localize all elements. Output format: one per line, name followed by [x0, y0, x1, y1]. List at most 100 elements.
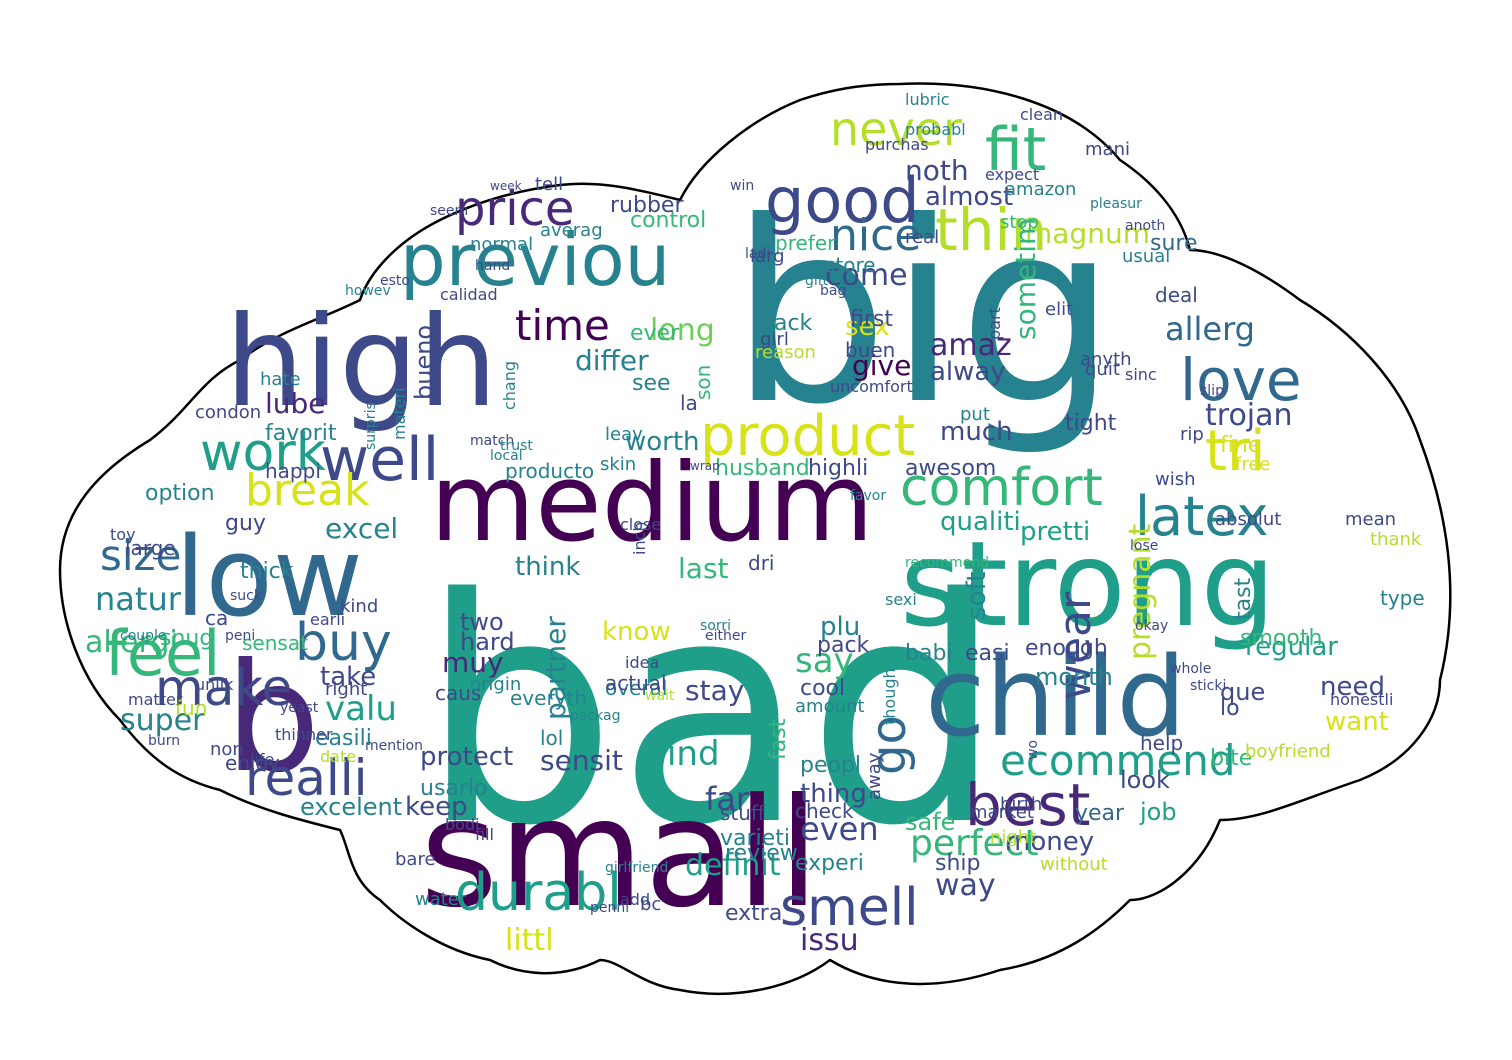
- cloud-word: child: [925, 633, 1186, 761]
- cloud-word: uncomfort: [830, 377, 913, 396]
- cloud-word: sexi: [885, 590, 917, 609]
- cloud-word: month: [1035, 663, 1113, 691]
- cloud-word: rip: [1180, 424, 1204, 445]
- cloud-word: b: [225, 632, 320, 806]
- cloud-word: chang: [500, 361, 519, 410]
- cloud-word: toy: [110, 525, 136, 544]
- cloud-word: esto: [380, 273, 410, 289]
- cloud-word: pack: [817, 633, 870, 658]
- cloud-word: right: [325, 679, 367, 700]
- cloud-word: store: [825, 253, 876, 277]
- cloud-word: smell: [780, 878, 919, 938]
- cloud-word: muy: [442, 646, 504, 679]
- cloud-word: seem: [430, 203, 468, 219]
- cloud-word: keep: [405, 792, 468, 822]
- cloud-word: happi: [265, 459, 321, 483]
- cloud-word: burn: [148, 733, 180, 749]
- cloud-word: realli: [245, 749, 368, 807]
- cloud-word: whole: [1170, 661, 1211, 677]
- cloud-word: sinc: [1125, 365, 1157, 384]
- cloud-word: extra: [725, 901, 782, 926]
- cloud-word: market: [970, 802, 1034, 823]
- cloud-word: love: [1180, 346, 1302, 414]
- cloud-word: elit: [1045, 299, 1073, 320]
- cloud-word: lol: [540, 726, 563, 750]
- cloud-word: pregnant: [1123, 523, 1158, 660]
- cloud-word: deal: [1155, 283, 1198, 307]
- cloud-word: option: [145, 481, 215, 506]
- cloud-word: year: [1075, 801, 1125, 826]
- cloud-word: bare: [395, 849, 436, 870]
- cloud-word: easi: [965, 641, 1010, 666]
- cloud-word: thank: [1370, 529, 1422, 550]
- cloud-word: highli: [808, 456, 868, 481]
- cloud-word: caus: [435, 681, 481, 705]
- cloud-word: snug: [160, 626, 213, 651]
- cloud-word: son: [691, 365, 715, 400]
- cloud-word: regular: [1245, 632, 1338, 662]
- cloud-word: absolut: [1215, 509, 1281, 530]
- cloud-word: noth: [905, 154, 969, 187]
- cloud-word: make: [155, 659, 292, 717]
- cloud-word: tell: [535, 174, 563, 195]
- cloud-word: amount: [795, 696, 864, 717]
- cloud-word: life: [250, 750, 274, 769]
- cloud-word: alway: [930, 357, 1006, 387]
- cloud-word: thick: [240, 559, 294, 584]
- cloud-word: money: [1005, 827, 1094, 857]
- cloud-word: differ: [575, 344, 649, 377]
- cloud-word: need: [1320, 672, 1385, 702]
- cloud-word: excelent: [300, 793, 402, 821]
- cloud-word: bodi: [445, 815, 480, 834]
- cloud-word: producto: [505, 459, 594, 483]
- cloud-word: go: [861, 715, 917, 775]
- cloud-word: wear: [1050, 591, 1101, 700]
- cloud-word: smooth: [1240, 626, 1322, 651]
- cloud-word: date: [320, 747, 356, 766]
- cloud-word: help: [1140, 731, 1183, 755]
- cloud-word: babi: [905, 641, 953, 666]
- cloud-outline: [58, 82, 1452, 995]
- cloud-word: tast: [1231, 577, 1256, 620]
- cloud-word: either: [705, 628, 746, 644]
- cloud-word: sex: [845, 312, 889, 342]
- cloud-word: feel: [105, 617, 220, 690]
- cloud-word: boyfriend: [1245, 741, 1331, 762]
- cloud-word: valu: [325, 689, 397, 729]
- cloud-word: ladi: [745, 246, 770, 262]
- cloud-word: price: [455, 181, 574, 237]
- cloud-word: hand: [475, 258, 510, 274]
- cloud-word: win: [730, 178, 754, 194]
- cloud-word: small: [420, 767, 820, 941]
- cloud-word: bag: [820, 283, 846, 299]
- cloud-word: worth: [625, 427, 700, 457]
- cloud-word: stop: [1000, 212, 1039, 233]
- cloud-word: thin: [935, 196, 1047, 264]
- cloud-word: fit: [985, 115, 1046, 185]
- cloud-word: bueno: [410, 325, 438, 400]
- cloud-word: even: [800, 810, 879, 848]
- cloud-word: easili: [315, 726, 372, 751]
- cloud-word: averag: [540, 220, 603, 241]
- cloud-word: medium: [430, 441, 874, 566]
- cloud-word: varieti: [720, 826, 790, 851]
- cloud-word: clean: [1020, 105, 1063, 124]
- cloud-word: idea: [625, 653, 659, 672]
- cloud-word: gift: [805, 273, 828, 289]
- cloud-word: comfort: [900, 458, 1103, 518]
- cloud-word: yeast: [280, 700, 319, 716]
- cloud-word: well: [320, 425, 439, 495]
- cloud-word: durabl: [455, 863, 622, 923]
- cloud-word: littl: [505, 923, 554, 958]
- cloud-word: job: [1139, 798, 1177, 826]
- cloud-word: know: [602, 617, 671, 647]
- cloud-word: super: [120, 703, 205, 738]
- cloud-word: high: [225, 290, 498, 435]
- cloud-word: sure: [1150, 231, 1198, 256]
- cloud-word: add: [620, 890, 650, 909]
- cloud-word: wait: [645, 688, 675, 704]
- cloud-word: girl: [760, 329, 789, 350]
- cloud-word: bc: [640, 894, 661, 915]
